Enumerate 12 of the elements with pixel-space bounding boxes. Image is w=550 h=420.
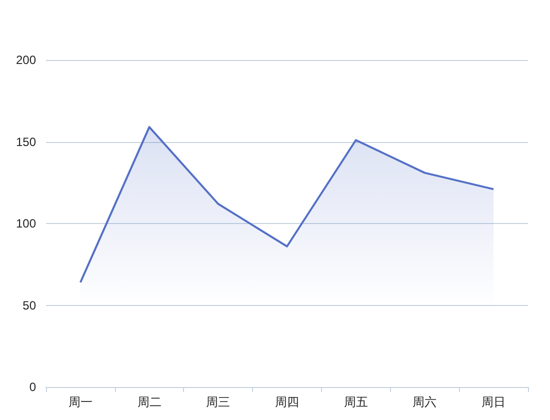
x-tick-label: 周四 — [275, 395, 299, 409]
x-tick-label: 周三 — [206, 395, 230, 409]
x-tick-label: 周五 — [344, 395, 368, 409]
y-tick-label: 100 — [16, 216, 36, 230]
x-tick-label: 周二 — [137, 395, 162, 409]
x-tick-label: 周日 — [482, 395, 506, 409]
y-tick-label: 0 — [29, 380, 36, 394]
y-tick-label: 150 — [16, 134, 36, 149]
x-tick-label: 周六 — [412, 395, 437, 409]
x-tick-label: 周一 — [68, 395, 92, 409]
y-tick-label: 200 — [16, 53, 36, 67]
y-tick-label: 50 — [22, 298, 36, 312]
